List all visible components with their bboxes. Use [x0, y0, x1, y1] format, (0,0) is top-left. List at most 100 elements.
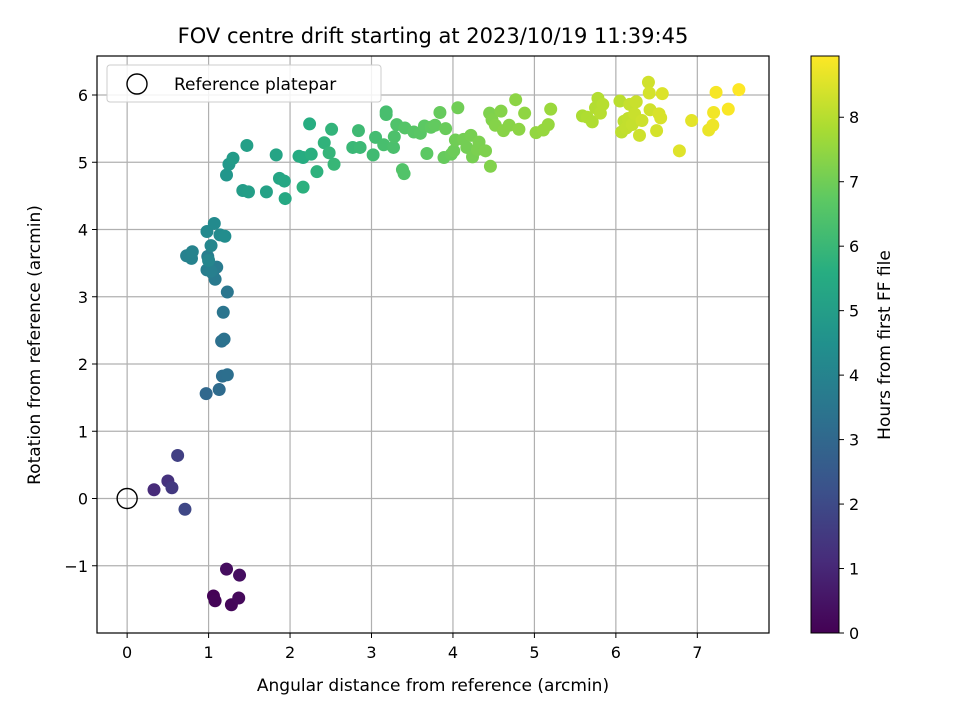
data-point [185, 245, 199, 259]
legend-marker-icon [126, 73, 148, 95]
data-point [613, 94, 627, 108]
colorbar-tick-label: 3 [849, 431, 859, 450]
y-tick-label: −1 [64, 557, 88, 576]
data-point [317, 136, 331, 150]
data-point [165, 481, 179, 495]
data-point [277, 174, 291, 188]
data-point [544, 102, 558, 116]
legend: Reference platepar [106, 64, 382, 103]
data-point [325, 122, 339, 136]
x-tick-label: 4 [448, 643, 458, 662]
data-point [386, 140, 400, 154]
data-point [208, 594, 222, 608]
x-tick-label: 1 [203, 643, 213, 662]
colorbar-tick-label: 6 [849, 237, 859, 256]
data-point [642, 86, 656, 100]
data-point [351, 124, 365, 138]
data-point [296, 180, 310, 194]
data-point [147, 483, 161, 497]
data-point [707, 105, 721, 119]
data-point [199, 387, 213, 401]
data-point [232, 591, 246, 605]
data-point [178, 502, 192, 516]
data-point [732, 83, 746, 97]
data-point [428, 118, 442, 132]
y-tick-label: 1 [78, 422, 88, 441]
data-point [654, 111, 668, 125]
data-point [242, 185, 256, 199]
data-point [518, 106, 532, 120]
data-point [447, 144, 461, 158]
data-point [217, 332, 231, 346]
data-point [233, 568, 247, 582]
data-point [218, 229, 232, 243]
y-tick-label: 4 [78, 221, 88, 240]
data-point [171, 448, 185, 462]
data-point [259, 185, 273, 199]
data-point [220, 168, 234, 182]
colorbar-tick-label: 1 [849, 560, 859, 579]
data-point [483, 159, 497, 173]
data-point [379, 108, 393, 122]
x-tick-label: 0 [122, 643, 132, 662]
data-point [303, 117, 317, 131]
data-point [502, 118, 516, 132]
data-point [327, 157, 341, 171]
data-point [322, 146, 336, 160]
y-tick-label: 5 [78, 153, 88, 172]
data-point [204, 264, 218, 278]
y-axis-label: Rotation from reference (arcmin) [25, 205, 45, 485]
x-tick-label: 6 [611, 643, 621, 662]
colorbar: 0 1 2 3 4 5 6 7 8 Hours from first FF file [810, 55, 895, 643]
data-point [629, 95, 643, 109]
data-point [635, 114, 649, 128]
data-point [541, 118, 555, 132]
x-axis-ticks: 0 1 2 3 4 5 6 7 [122, 633, 702, 662]
data-point [585, 115, 599, 129]
data-point [512, 122, 526, 136]
data-point [387, 130, 401, 144]
data-point [220, 285, 234, 299]
data-point [451, 101, 465, 115]
data-point [632, 128, 646, 142]
y-tick-label: 2 [78, 355, 88, 374]
chart-title: FOV centre drift starting at 2023/10/19 … [178, 24, 689, 48]
data-point [220, 368, 234, 382]
x-axis-label: Angular distance from reference (arcmin) [257, 676, 609, 696]
data-points [116, 75, 746, 612]
data-point [202, 253, 216, 267]
data-point [240, 138, 254, 152]
data-point [509, 93, 523, 107]
colorbar-tick-label: 7 [849, 173, 859, 192]
data-point [226, 151, 240, 165]
colorbar-tick-label: 2 [849, 495, 859, 514]
data-point [420, 147, 434, 161]
gridlines [97, 56, 769, 633]
colorbar-tick-label: 8 [849, 108, 859, 127]
data-point [310, 165, 324, 179]
data-point [721, 102, 735, 116]
data-point [685, 114, 699, 128]
colorbar-tick-label: 4 [849, 366, 859, 385]
plot-frame [96, 55, 770, 634]
y-axis-ticks: −1 0 1 2 3 4 5 6 [64, 86, 97, 576]
y-tick-label: 3 [78, 288, 88, 307]
data-point [212, 383, 226, 397]
legend-box [106, 64, 382, 103]
data-point [377, 138, 391, 152]
data-point [641, 75, 655, 89]
data-point [596, 97, 610, 111]
reference-point-marker [116, 487, 138, 510]
colorbar-gradient [810, 55, 840, 634]
legend-label: Reference platepar [174, 75, 336, 95]
data-point [278, 192, 292, 206]
data-point [439, 122, 453, 136]
data-point [207, 216, 221, 230]
x-tick-label: 5 [529, 643, 539, 662]
colorbar-tick-label: 0 [849, 624, 859, 643]
colorbar-label: Hours from first FF file [875, 250, 895, 440]
data-point [204, 239, 218, 253]
x-tick-label: 3 [366, 643, 376, 662]
